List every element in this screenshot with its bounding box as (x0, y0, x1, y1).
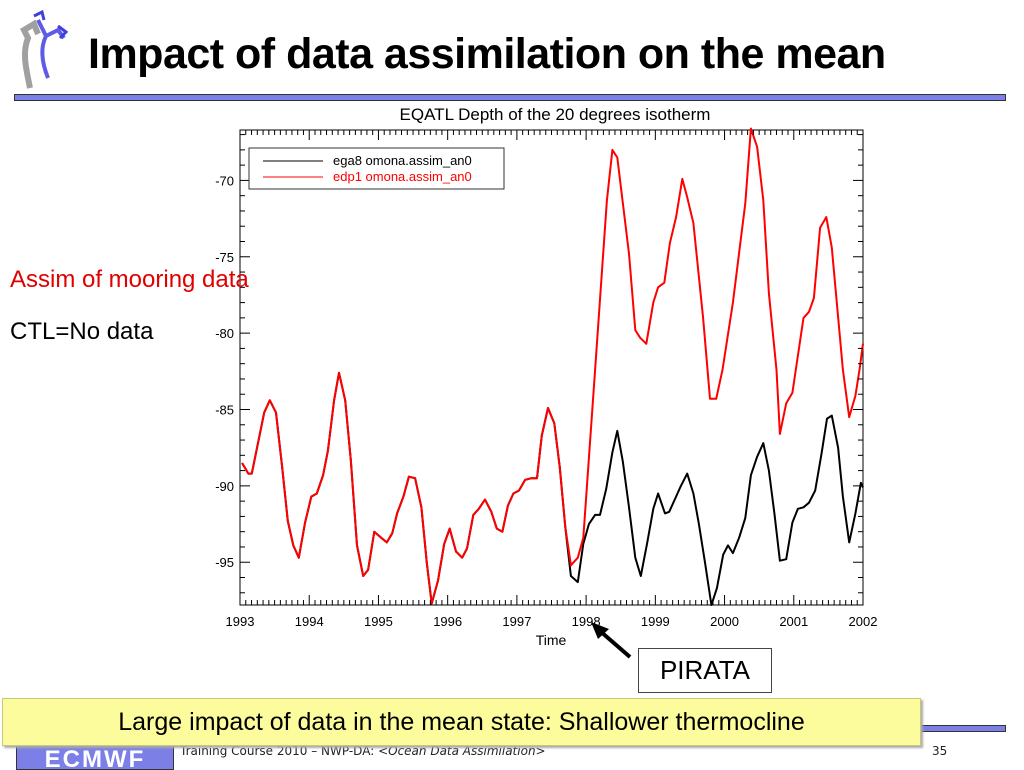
ecmwf-logo: ECMWF (16, 744, 174, 770)
footer-divider (920, 725, 1006, 732)
ctl-label: CTL=No data (10, 318, 154, 345)
legend-label-ega8: ega8 omona.assim_an0 (333, 153, 472, 168)
callout-box: Large impact of data in the mean state: … (2, 698, 921, 746)
title-divider (14, 94, 1006, 101)
x-tick-label: 1994 (295, 614, 324, 629)
institution-logo-icon (20, 9, 68, 89)
legend-box (248, 147, 505, 190)
x-tick-label: 1997 (502, 614, 531, 629)
x-tick-label: 2001 (779, 614, 808, 629)
pirata-arrow-head-icon (591, 622, 609, 639)
footer-prefix: Training Course 2010 – NWP-DA: (180, 744, 379, 758)
slide-title: Impact of data assimilation on the mean (88, 30, 886, 78)
y-tick-label: -90 (215, 479, 234, 494)
plot-frame (239, 129, 864, 606)
pirata-arrow (598, 629, 632, 659)
x-tick-label: 1995 (364, 614, 393, 629)
y-tick-label: -95 (215, 555, 234, 570)
x-tick-label: 2000 (710, 614, 739, 629)
chart-title: EQATL Depth of the 20 degrees isotherm (399, 105, 711, 124)
pirata-annotation: PIRATA (638, 648, 772, 693)
y-tick-label: -85 (215, 403, 234, 418)
y-tick-label: -70 (215, 173, 234, 188)
legend: ega8 omona.assim_an0 edp1 omona.assim_an… (248, 147, 505, 190)
footer-topic: <Ocean Data Assimilation> (378, 744, 546, 758)
assim-label: Assim of mooring data (10, 266, 249, 293)
series-line-0 (241, 371, 864, 606)
page-number: 35 (932, 744, 948, 758)
footer-text: Training Course 2010 – NWP-DA: <Ocean Da… (180, 744, 546, 758)
series-line-1 (241, 127, 864, 605)
x-tick-label: 1996 (433, 614, 462, 629)
x-tick-label: 1993 (226, 614, 255, 629)
x-tick-label: 2002 (849, 614, 878, 629)
x-axis-label: Time (536, 632, 567, 648)
y-tick-label: -75 (215, 250, 234, 265)
y-tick-label: -80 (215, 326, 234, 341)
x-tick-label: 1999 (641, 614, 670, 629)
legend-label-edp1: edp1 omona.assim_an0 (333, 169, 472, 184)
